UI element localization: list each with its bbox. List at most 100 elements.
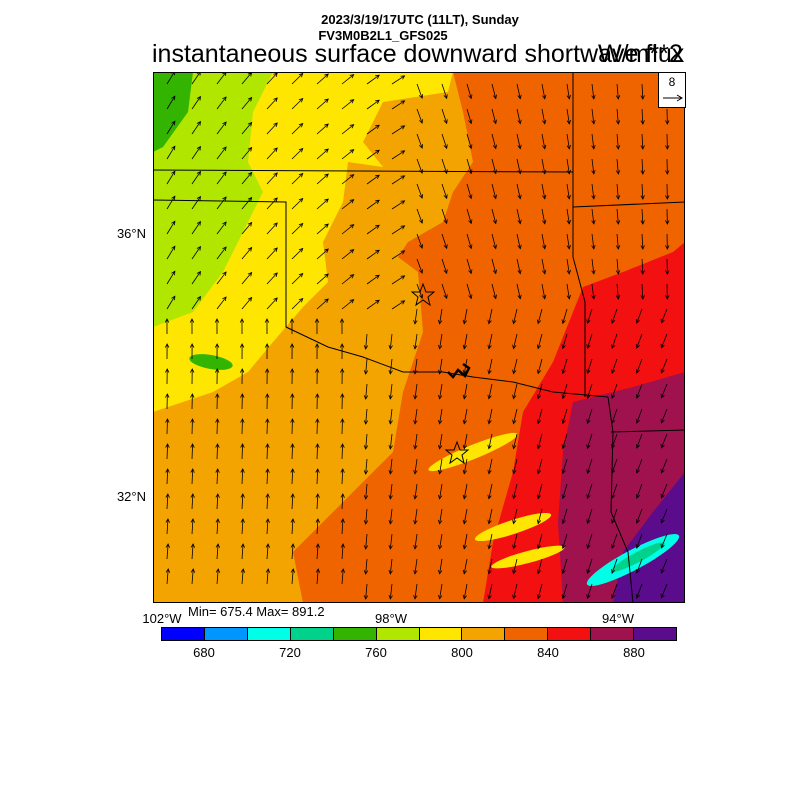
wind-vector (463, 383, 468, 399)
wind-vector-head (324, 198, 329, 203)
wind-vector (316, 298, 329, 310)
wind-vector (241, 172, 252, 185)
wind-vector-head (487, 569, 492, 575)
wind-vector (491, 83, 497, 99)
wind-vector-head (492, 169, 498, 175)
wind-vector (491, 233, 497, 249)
wind-vector (291, 298, 304, 310)
wind-vector (641, 158, 644, 174)
wind-vector (616, 158, 619, 174)
wind-vector (439, 583, 443, 599)
wind-vector (414, 583, 418, 599)
wind-vector (389, 408, 393, 424)
wind-vector-head (349, 199, 355, 204)
wind-vector-head (388, 345, 393, 350)
wind-vector (587, 458, 593, 474)
wind-vector (466, 233, 472, 249)
wind-vector (636, 583, 643, 599)
wind-vector-head (418, 269, 424, 274)
wind-vector-head (165, 468, 170, 473)
colorbar-swatch (204, 628, 248, 640)
wind-vector-head (611, 419, 616, 425)
light-green-region (153, 72, 273, 327)
wind-vector-head (437, 444, 443, 450)
wind-vector (341, 249, 354, 260)
wind-vector-head (290, 468, 295, 473)
wind-vector-head (566, 194, 571, 200)
wind-vector (661, 383, 668, 399)
wind-vector-head (487, 544, 492, 550)
wind-vector (439, 433, 443, 449)
wind-vector (636, 533, 643, 549)
wind-vector (566, 283, 570, 299)
wind-vector-head (265, 493, 270, 498)
wind-vector-head (171, 295, 176, 301)
wind-vector-head (512, 444, 517, 450)
wind-vector (316, 494, 319, 510)
colorbar-swatch (548, 628, 592, 640)
wind-vector-head (400, 150, 406, 155)
wind-vector-head (273, 172, 278, 177)
wind-vector-head (388, 495, 393, 500)
wind-vector-head (171, 270, 176, 276)
wind-vector-head (165, 543, 171, 548)
wind-vector (341, 468, 344, 485)
wind-vector-head (375, 274, 380, 279)
wind-vector (488, 583, 493, 599)
wind-vector (266, 468, 269, 485)
wind-vector (616, 183, 619, 199)
wind-vector (616, 208, 619, 224)
wind-vector (611, 483, 618, 499)
wind-vector (391, 200, 405, 210)
wind-vectors (164, 72, 670, 600)
wind-vector-head (566, 119, 571, 125)
wind-vector-head (315, 418, 320, 423)
wind-vector (241, 297, 252, 310)
wind-vector (537, 583, 543, 599)
wind-vector (562, 508, 568, 524)
wind-vector (661, 458, 668, 474)
wind-vector (241, 222, 252, 235)
wind-vector-head (665, 195, 670, 200)
wind-vector (316, 468, 319, 485)
wind-vector-head (635, 544, 640, 549)
wind-vector (491, 183, 497, 199)
wind-vector (416, 208, 423, 224)
wind-vector (414, 483, 418, 499)
wind-vector (513, 483, 518, 499)
wind-vector (616, 133, 619, 149)
wind-vector-head (315, 393, 320, 398)
wind-vector (341, 544, 344, 560)
wind-vector-head (492, 294, 498, 300)
wind-vector-head (400, 225, 406, 230)
wind-vector (541, 283, 546, 299)
wind-vector (611, 558, 618, 574)
wind-vector (216, 72, 227, 85)
wind-vector-head (171, 220, 176, 226)
wind-vector-head (164, 343, 170, 348)
wind-vector-head (468, 244, 473, 250)
wind-vector-head (665, 245, 670, 250)
wind-vector-head (487, 494, 492, 500)
wind-vector-head (468, 119, 473, 125)
wind-vector (191, 171, 201, 185)
wind-vector-head (462, 344, 467, 350)
wind-vector-head (468, 94, 473, 100)
wind-vector (537, 558, 543, 574)
wind-vector-head (388, 420, 393, 425)
wind-vector-head (586, 594, 591, 600)
wind-vector-head (340, 518, 345, 523)
wind-vector (587, 383, 593, 399)
wind-vector-head (462, 569, 467, 575)
wind-vector (562, 558, 568, 574)
wind-vector-head (437, 569, 443, 575)
wind-vector-head (400, 75, 406, 80)
wind-vector (591, 108, 595, 124)
wind-vector (587, 508, 593, 524)
wind-vector-head (388, 370, 393, 375)
wind-vector-head (339, 343, 345, 348)
wind-vector (366, 224, 380, 235)
wind-vector-head (290, 543, 296, 548)
wind-vector-head (660, 468, 665, 474)
wind-vector (216, 221, 227, 235)
